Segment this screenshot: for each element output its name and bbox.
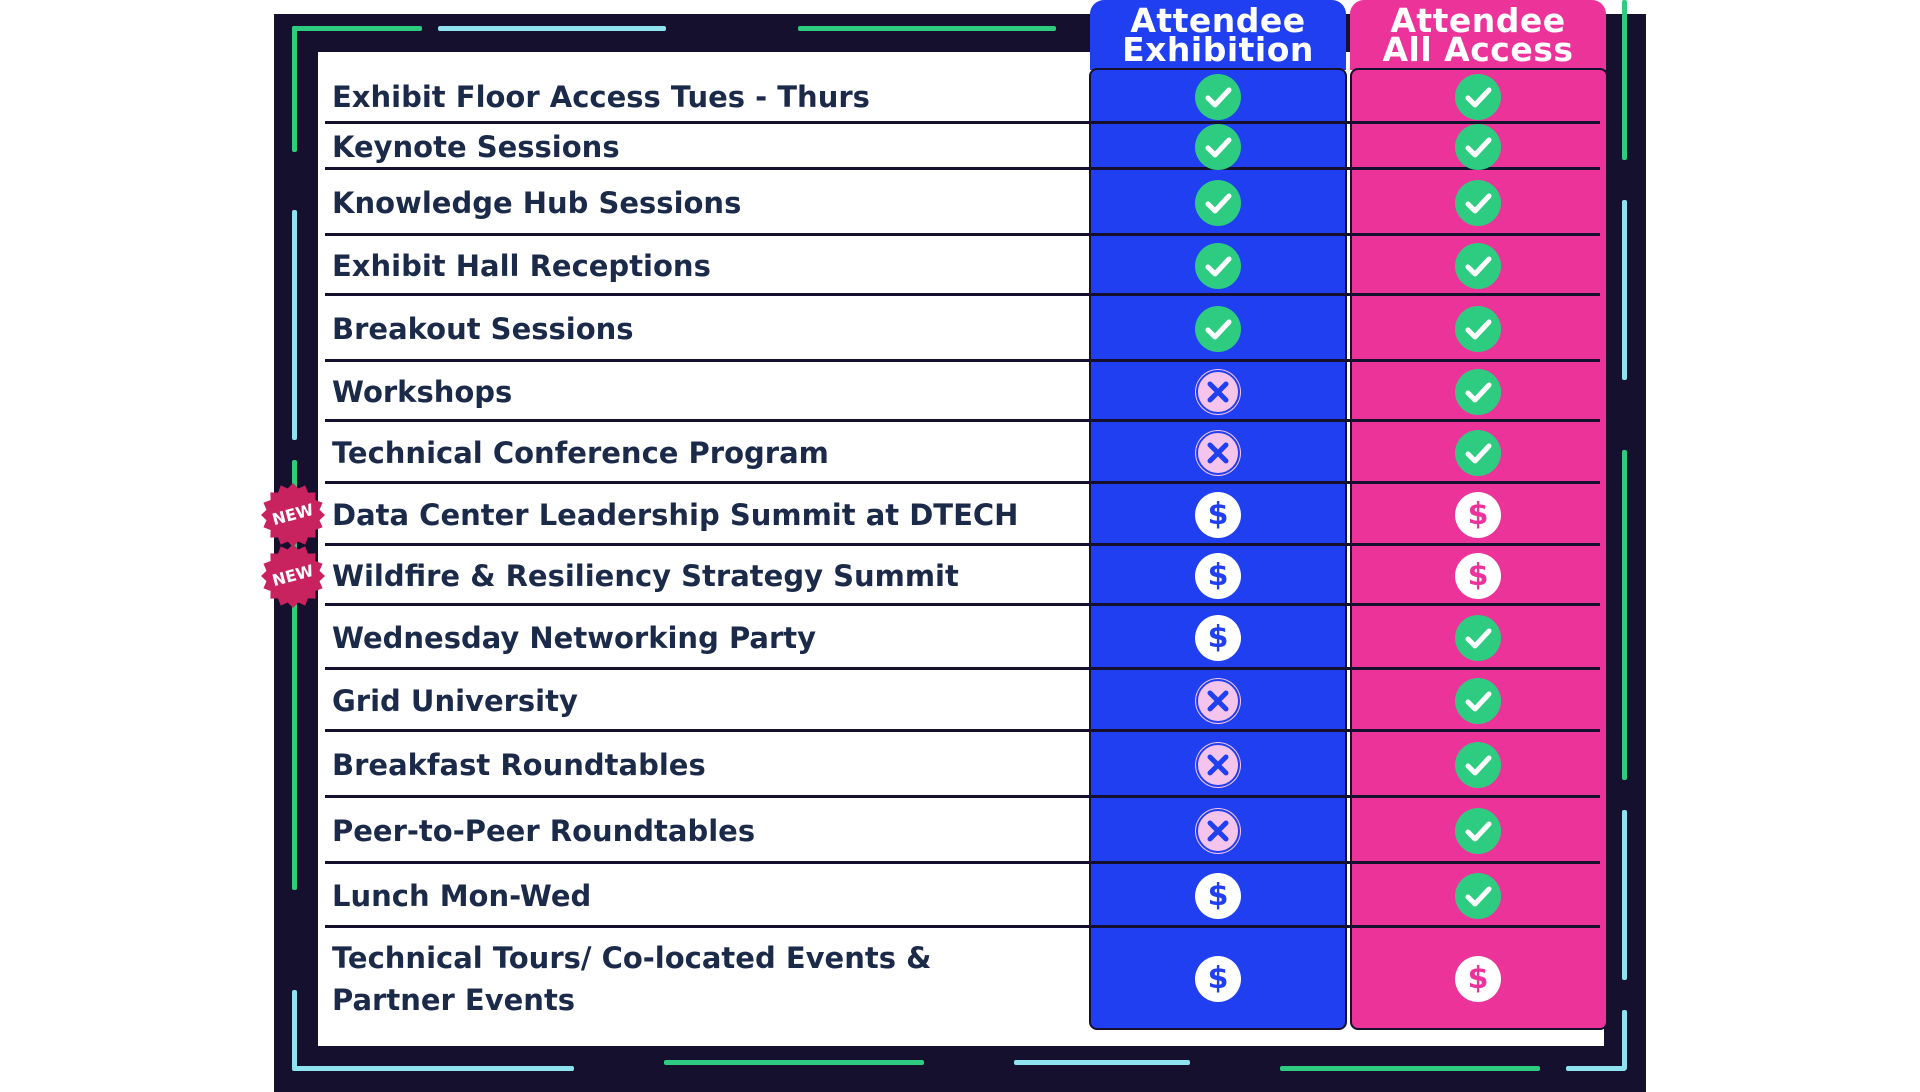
check-icon	[1455, 678, 1501, 724]
row-label: Knowledge Hub Sessions	[332, 186, 742, 220]
table-row	[325, 798, 1600, 864]
table-row	[325, 546, 1600, 606]
dollar-sign: $	[1467, 497, 1489, 532]
frame-stripe	[292, 460, 297, 890]
frame-stripe	[1622, 0, 1627, 160]
frame-stripe	[1566, 1066, 1626, 1071]
check-icon	[1195, 124, 1241, 170]
column-header-all-access: Attendee All Access	[1350, 0, 1606, 70]
table-row	[325, 732, 1600, 798]
dollar-icon: $	[1195, 873, 1241, 919]
row-label: Keynote Sessions	[332, 130, 620, 164]
check-icon	[1455, 369, 1501, 415]
frame-stripe	[1622, 810, 1627, 980]
check-icon	[1455, 615, 1501, 661]
dollar-sign: $	[1467, 961, 1489, 996]
dollar-sign: $	[1207, 620, 1229, 655]
frame-stripe	[292, 1066, 574, 1071]
frame-stripe	[292, 26, 422, 31]
frame-stripe	[1622, 200, 1627, 380]
table-row	[325, 70, 1600, 124]
check-icon	[1455, 243, 1501, 289]
frame-stripe	[1622, 450, 1627, 780]
row-label: Workshops	[332, 375, 513, 409]
check-icon	[1455, 742, 1501, 788]
dollar-icon: $	[1195, 492, 1241, 538]
column-all-access	[1350, 68, 1608, 1030]
dollar-sign: $	[1207, 558, 1229, 593]
new-badge: NEW	[260, 482, 326, 548]
frame-stripe	[292, 990, 297, 1070]
table-row	[325, 124, 1600, 170]
frame-stripe	[798, 26, 1056, 31]
dollar-icon: $	[1455, 553, 1501, 599]
row-label: Breakout Sessions	[332, 312, 634, 346]
row-label: Peer-to-Peer Roundtables	[332, 814, 756, 848]
column-header-line: Attendee	[1390, 1, 1566, 40]
table-row	[325, 670, 1600, 732]
frame-stripe	[1622, 1010, 1627, 1070]
cross-icon	[1195, 742, 1241, 788]
table-row	[325, 296, 1600, 362]
dollar-sign: $	[1467, 558, 1489, 593]
dollar-icon: $	[1455, 956, 1501, 1002]
check-icon	[1455, 430, 1501, 476]
check-icon	[1195, 306, 1241, 352]
check-icon	[1455, 124, 1501, 170]
check-icon	[1195, 74, 1241, 120]
frame-stripe	[292, 210, 297, 440]
cross-icon	[1195, 430, 1241, 476]
row-label: Lunch Mon-Wed	[332, 879, 592, 913]
cross-icon	[1195, 369, 1241, 415]
column-exhibition	[1089, 68, 1347, 1030]
column-header-line: Attendee	[1130, 1, 1306, 40]
table-row	[325, 864, 1600, 928]
table-row	[325, 170, 1600, 236]
dollar-sign: $	[1207, 497, 1229, 532]
frame-stripe	[438, 26, 666, 31]
cross-icon	[1195, 678, 1241, 724]
dollar-sign: $	[1207, 961, 1229, 996]
column-header-exhibition: Attendee Exhibition	[1090, 0, 1346, 70]
dollar-icon: $	[1195, 956, 1241, 1002]
cross-icon	[1195, 808, 1241, 854]
check-icon	[1455, 306, 1501, 352]
frame-stripe	[1280, 1066, 1540, 1071]
table-row	[325, 606, 1600, 670]
table-row	[325, 362, 1600, 422]
frame-stripe	[292, 26, 297, 152]
row-label: Exhibit Floor Access Tues - Thurs	[332, 80, 870, 114]
table-row	[325, 236, 1600, 296]
check-icon	[1195, 180, 1241, 226]
row-label: Wednesday Networking Party	[332, 621, 817, 655]
check-icon	[1455, 74, 1501, 120]
row-label: Grid University	[332, 684, 578, 718]
check-icon	[1195, 243, 1241, 289]
dollar-sign: $	[1207, 878, 1229, 913]
column-header-line: All Access	[1382, 30, 1574, 69]
check-icon	[1455, 180, 1501, 226]
check-icon	[1455, 873, 1501, 919]
row-label: Technical Tours/ Co-located Events & Part…	[332, 941, 932, 1017]
row-label: Wildfire & Resiliency Strategy Summit	[332, 559, 959, 593]
frame-stripe	[1014, 1060, 1190, 1065]
check-icon	[1455, 808, 1501, 854]
dollar-icon: $	[1195, 615, 1241, 661]
frame-stripe	[664, 1060, 924, 1065]
row-label: Exhibit Hall Receptions	[332, 249, 711, 283]
table-row	[325, 422, 1600, 484]
dollar-icon: $	[1195, 553, 1241, 599]
row-label: Technical Conference Program	[332, 436, 829, 470]
table-row	[325, 484, 1600, 546]
column-header-line: Exhibition	[1122, 30, 1314, 69]
new-badge: NEW	[260, 543, 326, 609]
dollar-icon: $	[1455, 492, 1501, 538]
row-label: Data Center Leadership Summit at DTECH	[332, 498, 1019, 532]
row-label: Breakfast Roundtables	[332, 748, 706, 782]
